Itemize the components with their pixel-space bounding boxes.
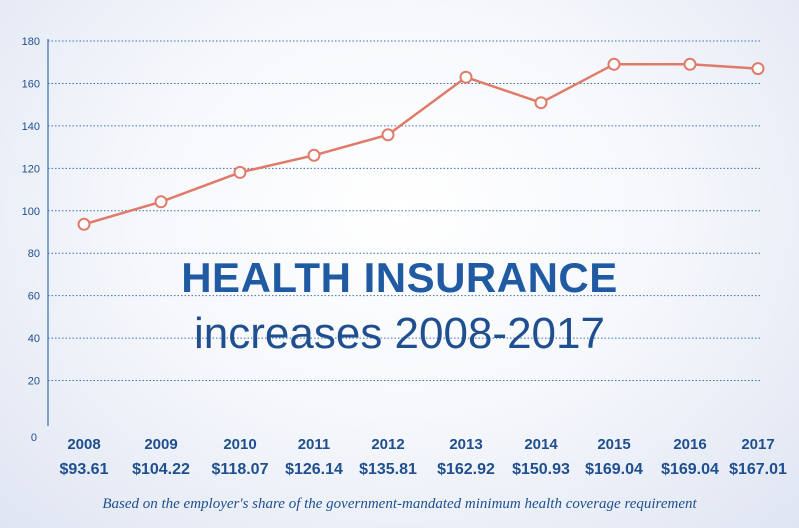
y-tick-label-20: 20 bbox=[28, 376, 40, 388]
y-tick-label-0: 0 bbox=[31, 432, 37, 444]
data-label-2012: $135.81 bbox=[359, 461, 417, 478]
y-tick-label-100: 100 bbox=[22, 206, 40, 218]
chart-footnote: Based on the employer's share of the gov… bbox=[102, 496, 697, 512]
x-axis-labels: 2008 $93.61 2009 $104.22 2010 $118.07 2011 $126… bbox=[60, 436, 787, 478]
y-tick-label-120: 120 bbox=[22, 163, 40, 175]
gridlines bbox=[48, 40, 762, 382]
data-label-2016: $169.04 bbox=[661, 461, 719, 478]
x-tick-label-2008: 2008 bbox=[67, 436, 100, 453]
data-point-2010 bbox=[233, 165, 247, 179]
x-tick-label-2012: 2012 bbox=[371, 436, 404, 453]
data-label-2014: $150.93 bbox=[512, 461, 570, 478]
data-label-2011: $126.14 bbox=[285, 461, 343, 478]
x-tick-label-2013: 2013 bbox=[449, 436, 482, 453]
data-point-2012 bbox=[381, 128, 395, 142]
y-tick-label-140: 140 bbox=[22, 121, 40, 133]
data-label-2010: $118.07 bbox=[212, 461, 269, 478]
data-label-2008: $93.61 bbox=[60, 461, 109, 478]
data-label-2009: $104.22 bbox=[132, 461, 190, 478]
chart-title: HEALTH INSURANCE bbox=[181, 254, 618, 301]
y-axis-ticks: 0 20 40 60 80 100 120 140 160 180 bbox=[22, 36, 40, 444]
y-tick-label-60: 60 bbox=[28, 291, 40, 303]
chart-subtitle: increases 2008-2017 bbox=[194, 309, 605, 358]
data-point-2016 bbox=[683, 57, 697, 71]
x-tick-label-2016: 2016 bbox=[673, 436, 706, 453]
data-label-2013: $162.92 bbox=[437, 461, 495, 478]
x-tick-label-2015: 2015 bbox=[597, 436, 630, 453]
data-point-2011 bbox=[307, 148, 321, 162]
x-tick-label-2010: 2010 bbox=[223, 436, 256, 453]
data-point-2017 bbox=[751, 62, 765, 76]
data-point-2015 bbox=[607, 57, 621, 71]
x-tick-label-2017: 2017 bbox=[741, 436, 774, 453]
series-line bbox=[83, 63, 759, 226]
data-points bbox=[77, 57, 765, 231]
data-point-2009 bbox=[154, 195, 168, 209]
y-tick-label-160: 160 bbox=[22, 78, 40, 90]
data-point-2008 bbox=[77, 217, 91, 231]
data-label-2017: $167.01 bbox=[729, 461, 787, 478]
y-tick-label-80: 80 bbox=[28, 248, 40, 260]
x-tick-label-2014: 2014 bbox=[524, 436, 558, 453]
data-label-2015: $169.04 bbox=[585, 461, 643, 478]
x-tick-label-2011: 2011 bbox=[298, 436, 331, 453]
data-point-2013 bbox=[459, 70, 473, 84]
y-tick-label-180: 180 bbox=[22, 36, 40, 48]
x-tick-label-2009: 2009 bbox=[144, 436, 177, 453]
y-tick-label-40: 40 bbox=[28, 333, 40, 345]
data-point-2014 bbox=[534, 96, 548, 110]
